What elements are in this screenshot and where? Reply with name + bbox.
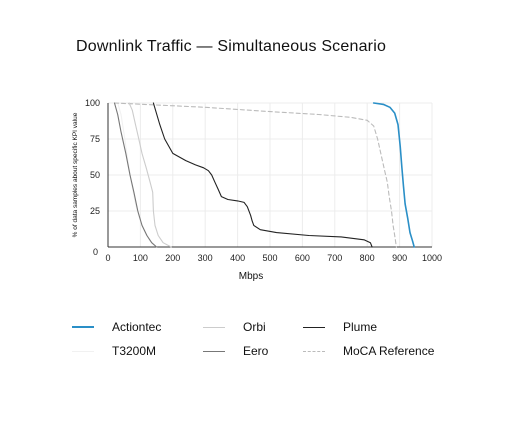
x-tick-label: 0 [105,253,110,263]
legend-label-plume: Plume [343,320,378,334]
y-tick-label: 0 [93,247,98,257]
legend-label-actiontec: Actiontec [112,320,162,334]
legend-label-moca-reference: MoCA Reference [343,344,435,358]
series-line-eero [113,102,158,248]
legend-item-t3200m: T3200M [72,342,156,360]
x-tick-label: 500 [262,253,277,263]
legend-swatch-actiontec [72,326,94,328]
grid-lines [107,102,433,247]
x-tick-label: 100 [133,253,148,263]
tick-labels: 0 100 200 300 400 500 600 700 800 900 1000 100 75 50 2… [85,98,442,263]
legend-item-actiontec: Actiontec [72,318,161,336]
x-tick-label: 400 [230,253,245,263]
y-tick-label: 100 [85,98,100,108]
legend-label-t3200m: T3200M [112,344,157,358]
series-line-plume [152,102,373,248]
chart-title: Downlink Traffic — Simultaneous Scenario [76,38,387,55]
legend-swatch-plume [303,326,325,328]
x-axis-title: Mbps [239,271,263,282]
legend-label-eero: Eero [243,344,269,358]
x-tick-label: 200 [165,253,180,263]
series-line-moca-reference [113,102,397,248]
legend-swatch-moca-reference [303,350,325,352]
legend-item-moca-reference: MoCA Reference [303,342,434,360]
legend-swatch-orbi [203,326,225,328]
legend: Actiontec Orbi Plume T3200M Eero MoCA Re… [72,318,452,368]
legend-item-plume: Plume [303,318,377,336]
series-line-orbi [128,102,172,248]
legend-label-orbi: Orbi [243,320,266,334]
axes [107,103,432,248]
legend-item-orbi: Orbi [203,318,266,336]
x-tick-label: 800 [360,253,375,263]
y-tick-label: 50 [90,170,100,180]
x-tick-label: 700 [327,253,342,263]
y-tick-label: 75 [90,134,100,144]
x-tick-label: 600 [295,253,310,263]
legend-item-eero: Eero [203,342,268,360]
x-tick-label: 300 [198,253,213,263]
series-lines [113,102,415,248]
y-tick-label: 25 [90,206,100,216]
series-line-actiontec [372,102,415,248]
legend-swatch-eero [203,350,225,352]
x-tick-label: 1000 [422,253,442,263]
x-tick-label: 900 [392,253,407,263]
y-axis-title: % of data samples about specific KPI val… [72,112,79,237]
legend-swatch-t3200m [72,350,94,352]
